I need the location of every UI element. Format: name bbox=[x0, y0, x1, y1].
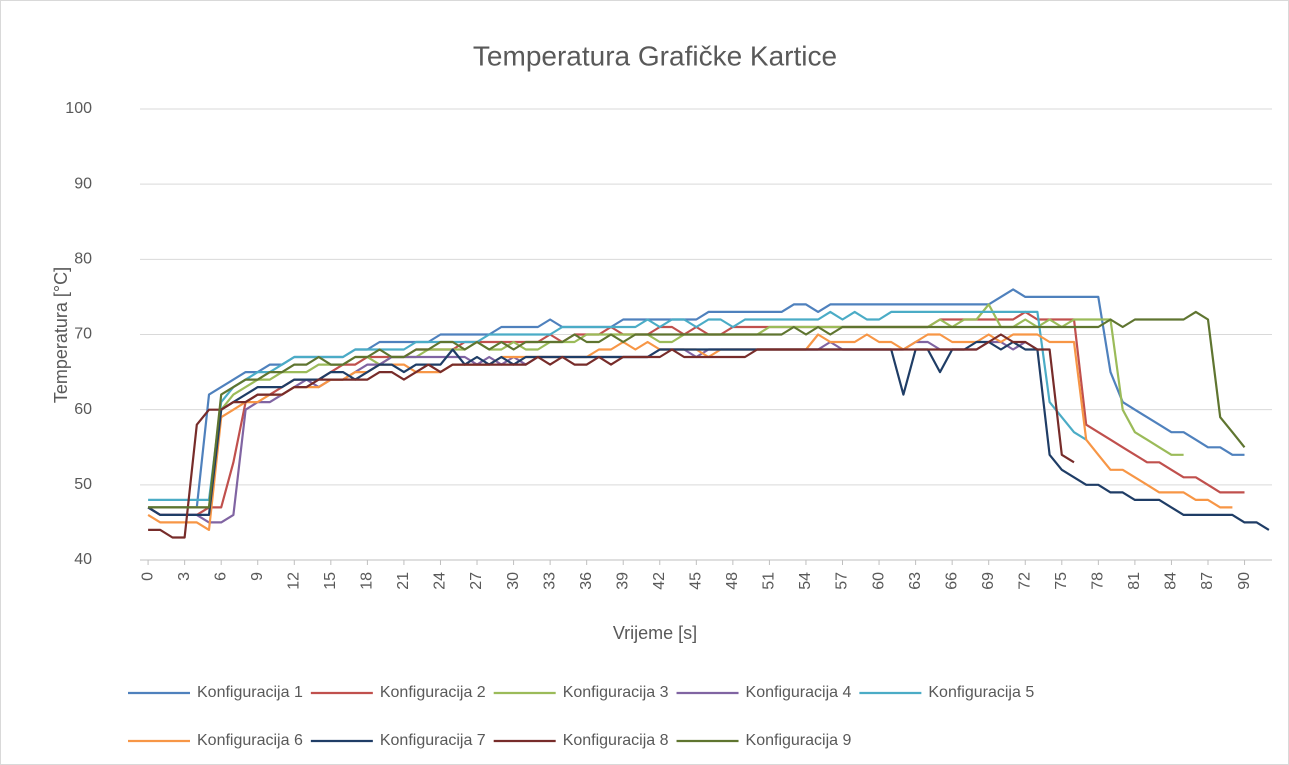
x-tick-label: 45 bbox=[688, 572, 705, 590]
chart-title: Temperatura Grafičke Kartice bbox=[473, 40, 837, 71]
x-tick-label: 30 bbox=[505, 572, 522, 590]
x-tick-label: 51 bbox=[761, 572, 778, 590]
x-tick-label: 27 bbox=[468, 572, 485, 590]
x-tick-label: 33 bbox=[541, 572, 558, 590]
legend-label: Konfiguracija 3 bbox=[563, 684, 669, 701]
x-tick-label: 60 bbox=[870, 572, 887, 590]
legend-label: Konfiguracija 4 bbox=[746, 684, 852, 701]
x-tick-label: 78 bbox=[1090, 572, 1107, 590]
x-tick-label: 69 bbox=[980, 572, 997, 590]
y-tick-label: 80 bbox=[74, 251, 92, 268]
legend-label: Konfiguracija 2 bbox=[380, 684, 486, 701]
x-tick-label: 48 bbox=[724, 572, 741, 590]
x-tick-label: 12 bbox=[286, 572, 303, 590]
y-tick-label: 60 bbox=[74, 401, 92, 418]
x-tick-label: 3 bbox=[176, 572, 193, 581]
x-tick-label: 90 bbox=[1236, 572, 1253, 590]
x-tick-label: 6 bbox=[212, 572, 229, 581]
series-line bbox=[148, 310, 1246, 509]
legend-label: Konfiguracija 9 bbox=[746, 732, 852, 749]
legend-label: Konfiguracija 8 bbox=[563, 732, 669, 749]
y-tick-label: 70 bbox=[74, 326, 92, 343]
legend-label: Konfiguracija 6 bbox=[197, 732, 303, 749]
x-tick-label: 66 bbox=[943, 572, 960, 590]
x-tick-label: 24 bbox=[432, 572, 449, 590]
legend-label: Konfiguracija 5 bbox=[928, 684, 1034, 701]
x-tick-label: 84 bbox=[1163, 572, 1180, 590]
legend-label: Konfiguracija 7 bbox=[380, 732, 486, 749]
x-tick-label: 39 bbox=[614, 572, 631, 590]
x-tick-label: 81 bbox=[1126, 572, 1143, 590]
x-tick-label: 54 bbox=[797, 572, 814, 590]
series-line bbox=[147, 340, 1270, 531]
x-tick-label: 18 bbox=[359, 572, 376, 590]
y-axis-label: Temperatura [°C] bbox=[51, 267, 71, 403]
x-tick-label: 63 bbox=[907, 572, 924, 590]
x-tick-label: 0 bbox=[139, 572, 156, 581]
x-tick-label: 42 bbox=[651, 572, 668, 590]
x-tick-label: 21 bbox=[395, 572, 412, 590]
x-axis-label: Vrijeme [s] bbox=[613, 623, 697, 643]
x-tick-label: 15 bbox=[322, 572, 339, 590]
y-tick-label: 40 bbox=[74, 551, 92, 568]
x-tick-label: 87 bbox=[1199, 572, 1216, 590]
x-tick-label: 57 bbox=[834, 572, 851, 590]
y-tick-label: 50 bbox=[74, 476, 92, 493]
x-tick-label: 75 bbox=[1053, 572, 1070, 590]
x-tick-label: 72 bbox=[1016, 572, 1033, 590]
x-tick-label: 36 bbox=[578, 572, 595, 590]
series-line bbox=[148, 310, 1087, 501]
y-tick-label: 90 bbox=[74, 175, 92, 192]
legend-label: Konfiguracija 1 bbox=[197, 684, 303, 701]
y-tick-label: 100 bbox=[65, 100, 92, 117]
x-tick-label: 9 bbox=[249, 572, 266, 581]
series-line bbox=[148, 333, 1075, 539]
